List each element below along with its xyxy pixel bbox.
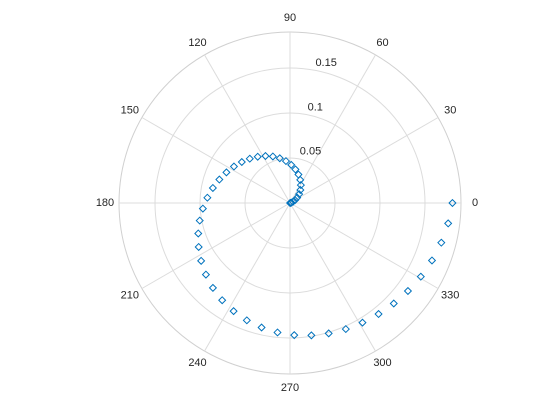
theta-tick-label: 120 <box>188 37 206 49</box>
data-point-marker <box>416 272 425 281</box>
r-tick-label: 0.1 <box>308 101 323 113</box>
theta-grid-spoke <box>289 54 376 204</box>
polar-grid <box>118 31 462 375</box>
theta-tick-label: 90 <box>284 12 296 24</box>
data-point-marker <box>296 175 305 184</box>
data-point-marker <box>307 331 316 340</box>
data-point-marker <box>294 170 303 179</box>
data-point-marker <box>218 296 227 305</box>
data-point-marker <box>273 328 282 337</box>
data-point-marker <box>293 193 302 202</box>
data-point-marker <box>194 242 203 252</box>
data-point-marker <box>288 197 298 206</box>
theta-tick-label: 60 <box>376 37 388 49</box>
data-point-marker <box>296 180 305 190</box>
data-point-marker <box>427 256 437 265</box>
data-point-marker <box>281 156 291 166</box>
data-point-marker <box>296 185 305 195</box>
data-point-marker <box>195 216 204 225</box>
theta-grid-spoke <box>204 202 291 352</box>
data-point-marker <box>389 299 398 308</box>
theta-grid-spoke <box>289 202 376 352</box>
data-point-marker <box>229 162 239 171</box>
theta-grid-spoke <box>289 117 439 204</box>
theta-grid-spoke <box>141 117 291 204</box>
data-point-marker <box>268 152 277 161</box>
data-point-marker <box>290 196 300 205</box>
data-point-marker <box>448 198 457 208</box>
data-point-marker <box>237 157 246 167</box>
theta-tick-label: 240 <box>188 357 206 369</box>
data-point-marker <box>197 256 206 265</box>
data-point-marker <box>374 309 383 319</box>
r-tick-label: 0.15 <box>315 57 336 69</box>
data-point-marker <box>245 154 254 163</box>
data-point-marker <box>437 238 446 247</box>
data-point-marker <box>203 193 212 202</box>
data-point-marker <box>358 318 367 327</box>
data-point-marker <box>242 316 251 325</box>
data-point-marker <box>291 165 300 174</box>
theta-tick-label: 300 <box>373 357 391 369</box>
data-point-marker <box>222 168 231 177</box>
data-point-marker <box>208 183 217 193</box>
data-point-marker <box>261 151 270 161</box>
r-tick-labels: 0.05 0.1 0.15 <box>300 57 337 158</box>
data-point-marker <box>253 152 262 161</box>
data-point-marker <box>275 154 284 163</box>
data-point-marker <box>287 160 296 169</box>
data-point-marker <box>324 329 333 338</box>
theta-tick-label: 150 <box>121 105 139 117</box>
theta-tick-label: 180 <box>96 197 114 209</box>
theta-tick-label: 30 <box>444 105 456 117</box>
theta-tick-label: 0 <box>472 197 478 209</box>
data-point-marker <box>198 204 207 213</box>
data-point-marker <box>290 331 299 340</box>
data-point-marker <box>341 324 350 334</box>
series-markers <box>194 151 457 340</box>
data-point-marker <box>229 307 238 316</box>
r-tick-label: 0.05 <box>300 146 321 158</box>
data-point-marker <box>257 323 266 332</box>
theta-grid-spoke <box>204 54 291 204</box>
data-point-marker <box>403 286 413 296</box>
data-point-marker <box>201 270 211 279</box>
theta-tick-labels: 0 30 60 90 120 150 180 210 240 270 300 330 <box>96 12 478 394</box>
theta-tick-label: 270 <box>281 382 299 394</box>
theta-tick-label: 330 <box>441 290 459 302</box>
data-point-marker <box>444 219 453 228</box>
theta-tick-label: 210 <box>121 290 139 302</box>
theta-grid-spoke <box>289 202 439 289</box>
data-point-marker <box>194 229 203 238</box>
theta-grid-spoke <box>141 202 291 289</box>
data-point-marker <box>215 175 224 184</box>
data-point-marker <box>208 283 218 292</box>
